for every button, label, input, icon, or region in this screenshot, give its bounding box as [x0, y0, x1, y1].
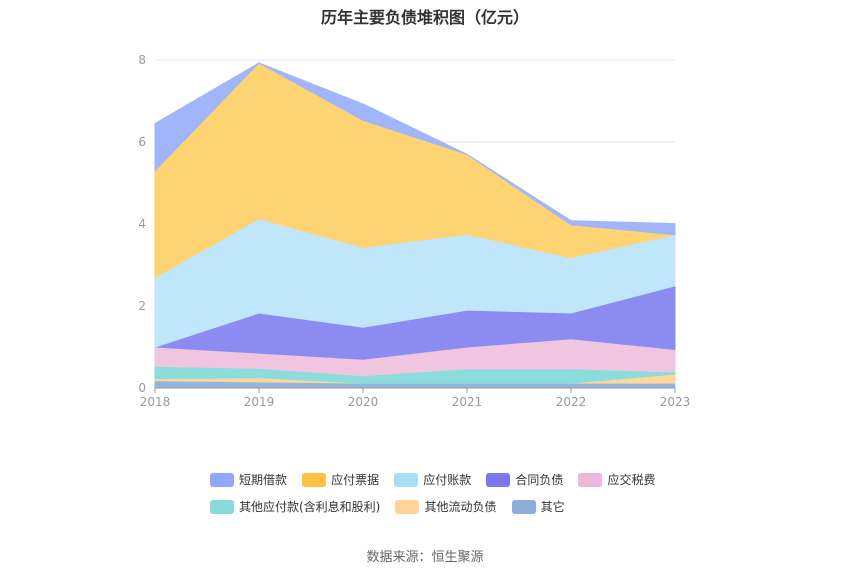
y-tick-label: 2 — [138, 299, 146, 313]
chart-title: 历年主要负债堆积图（亿元） — [320, 8, 529, 27]
legend-swatch — [511, 499, 536, 514]
area-series — [154, 62, 676, 389]
x-tick-label: 2023 — [660, 395, 691, 409]
x-tick-label: 2021 — [452, 395, 483, 409]
y-tick-label: 6 — [138, 135, 146, 149]
x-tick-label: 2022 — [556, 395, 587, 409]
area-短期借款[interactable] — [154, 62, 676, 236]
y-tick-label: 0 — [138, 381, 146, 395]
y-tick-label: 4 — [138, 217, 146, 231]
legend-item-contract-liabilities[interactable]: 合同负债 — [486, 471, 563, 488]
legend-label: 应付账款 — [423, 473, 472, 487]
legend-swatch — [210, 499, 234, 514]
legend-label: 其他流动负债 — [424, 500, 497, 514]
legend-item-others[interactable]: 其它 — [511, 498, 565, 515]
legend-swatch — [486, 472, 511, 487]
legend-label: 合同负债 — [515, 473, 564, 487]
legend-item-accounts-payable[interactable]: 应付账款 — [394, 471, 471, 488]
legend-swatch — [210, 472, 234, 487]
x-tick-label: 2018 — [140, 395, 171, 409]
legend-label: 短期借款 — [239, 473, 288, 487]
legend-item-other-payables[interactable]: 其他应付款(含利息和股利) — [210, 498, 380, 515]
legend: 短期借款 应付票据 应付账款 合同负债 应交税费 其他应付款(含利息和股利) 其… — [210, 471, 690, 525]
stacked-area-chart: 0 2 4 6 8 2018 2019 2020 2021 2022 2023 — [138, 53, 690, 409]
legend-label: 应交税费 — [607, 473, 656, 487]
data-source: 数据来源：恒生聚源 — [366, 550, 484, 565]
legend-swatch — [395, 499, 420, 514]
legend-swatch — [578, 472, 603, 487]
legend-swatch — [302, 472, 327, 487]
y-tick-label: 8 — [138, 53, 146, 67]
legend-item-taxes-payable[interactable]: 应交税费 — [578, 471, 655, 488]
legend-label: 其他应付款(含利息和股利) — [239, 500, 381, 514]
legend-item-notes-payable[interactable]: 应付票据 — [302, 471, 379, 488]
legend-label: 其它 — [540, 500, 565, 514]
x-tick-label: 2020 — [348, 395, 379, 409]
legend-label: 应付票据 — [331, 473, 380, 487]
legend-item-short-term-loans[interactable]: 短期借款 — [210, 471, 287, 488]
legend-item-other-current-liabilities[interactable]: 其他流动负债 — [395, 498, 496, 515]
x-tick-label: 2019 — [244, 395, 275, 409]
legend-swatch — [394, 472, 419, 487]
axes: 0 2 4 6 8 2018 2019 2020 2021 2022 2023 — [138, 53, 690, 409]
